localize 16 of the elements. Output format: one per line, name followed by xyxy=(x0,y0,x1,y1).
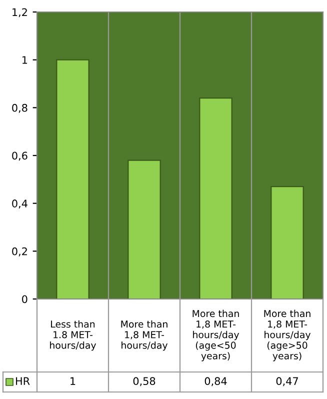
data-label: 0,47 xyxy=(276,377,298,386)
x-tick-label: More than 1,8 MET-hours/day (age<50 years) xyxy=(192,310,240,362)
x-tick-label: More than 1,8 MET-hours/day (age>50 years) xyxy=(264,310,311,362)
x-tick-label: More than 1,8 MET-hours/day xyxy=(121,320,168,351)
y-tick-label: 0,4 xyxy=(12,200,28,208)
y-tick-label: 1 xyxy=(22,56,28,64)
x-tick-label: Less than 1.8 MET-hours/day xyxy=(50,320,96,351)
data-label: 0,58 xyxy=(133,377,156,386)
legend-label: HR xyxy=(16,377,30,385)
y-tick-label: 0,2 xyxy=(12,247,27,256)
y-tick-label: 0 xyxy=(22,295,28,304)
y-tick-label: 1,2 xyxy=(12,8,27,18)
y-tick-label: 0,6 xyxy=(12,152,28,161)
data-label: 1 xyxy=(70,377,76,385)
y-tick-label: 0,8 xyxy=(12,104,28,113)
data-label: 0,84 xyxy=(204,377,227,386)
